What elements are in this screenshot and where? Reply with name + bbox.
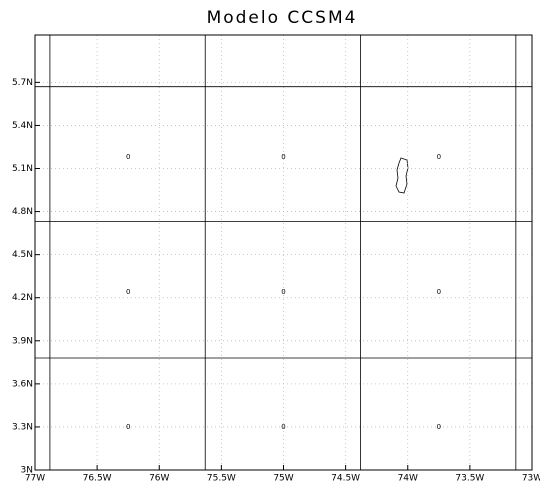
cell-value: 0 (126, 153, 130, 161)
y-tick-label: 3N (21, 466, 33, 476)
cell-value: 0 (437, 288, 441, 296)
x-tick-label: 74W (398, 474, 418, 484)
y-tick-label: 4.5N (12, 250, 33, 260)
chart-title: Modelo CCSM4 (207, 8, 358, 28)
y-tick-label: 3.6N (12, 379, 33, 389)
x-tick-label: 76W (149, 474, 169, 484)
cell-value: 0 (126, 423, 130, 431)
cell-value: 0 (126, 288, 130, 296)
y-tick-label: 3.3N (12, 422, 33, 432)
y-tick-label: 5.1N (12, 164, 33, 174)
cell-value: 0 (281, 153, 285, 161)
x-tick-label: 73.5W (455, 474, 484, 484)
y-tick-label: 5.4N (12, 121, 33, 131)
x-tick-label: 77W (25, 474, 45, 484)
y-tick-label: 4.8N (12, 207, 33, 217)
x-tick-label: 73W (522, 474, 540, 484)
cell-value: 0 (281, 288, 285, 296)
y-tick-label: 4.2N (12, 293, 33, 303)
x-tick-label: 75.5W (207, 474, 236, 484)
plot-frame (34, 34, 533, 471)
region-outline (395, 157, 409, 194)
y-tick-label: 3.9N (12, 336, 33, 346)
y-tick-label: 5.7N (12, 78, 33, 88)
x-tick-label: 74.5W (331, 474, 360, 484)
cell-value: 0 (437, 423, 441, 431)
cell-value: 0 (281, 423, 285, 431)
x-tick-label: 75W (273, 474, 293, 484)
x-tick-label: 76.5W (83, 474, 112, 484)
cell-value: 0 (437, 153, 441, 161)
